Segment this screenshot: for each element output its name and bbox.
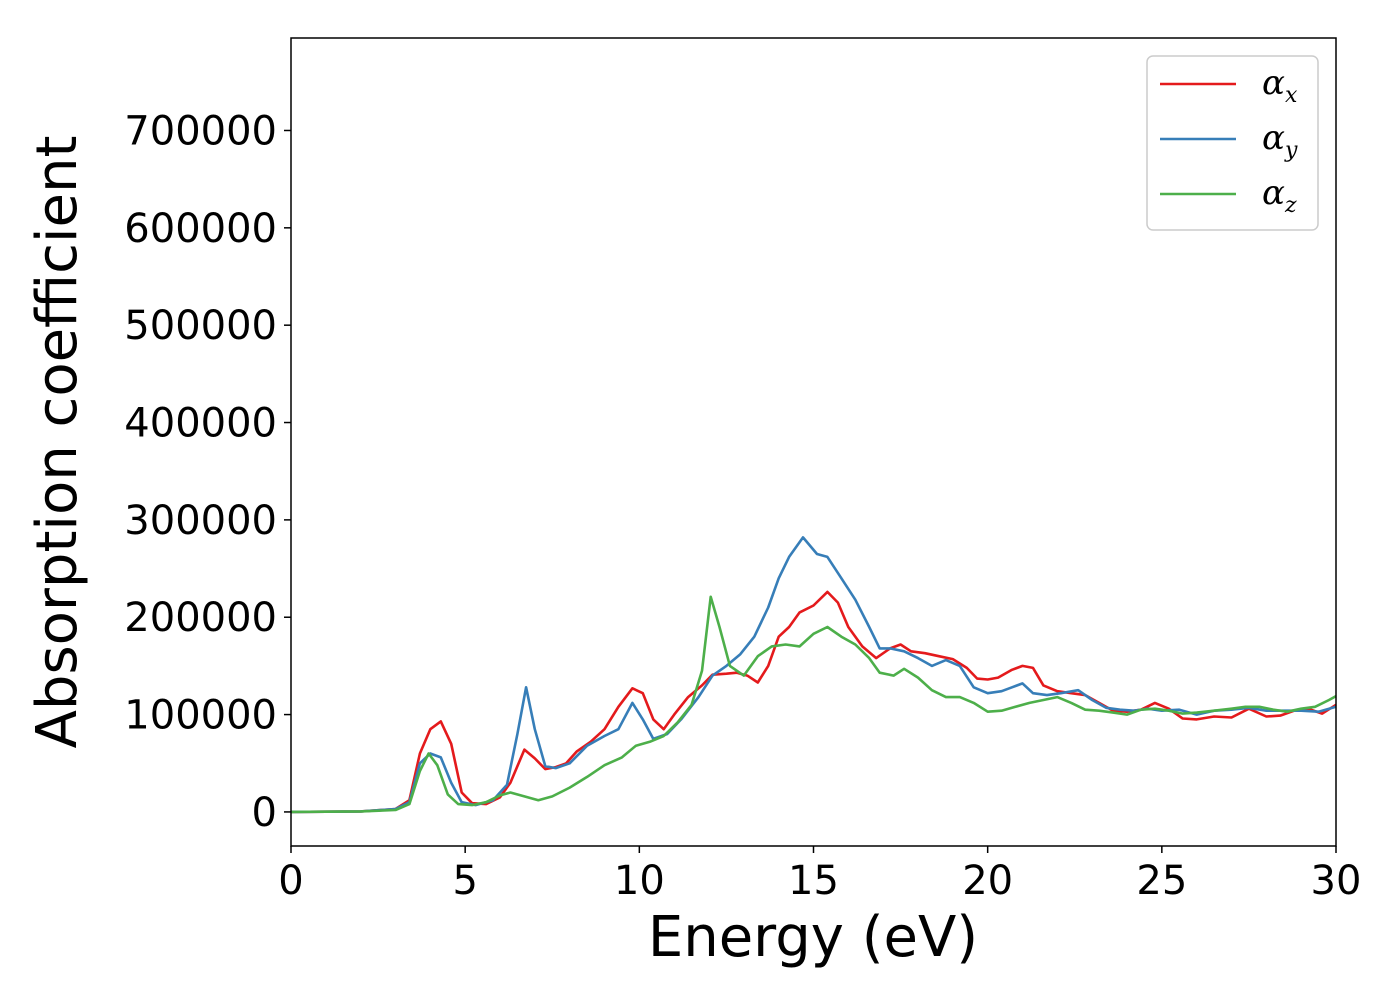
- legend-symbol: α: [1262, 63, 1285, 103]
- series-layer: [290, 536, 1337, 814]
- x-tick-label: 25: [1136, 858, 1187, 904]
- y-axis-title: Absorption coefficient: [25, 136, 90, 749]
- plot-frame: [290, 37, 1337, 847]
- tick-layer: 0 5 10 15 20 25 30 0 100000 200000 300000 400000 500…: [124, 108, 1361, 904]
- legend-box: [1146, 55, 1319, 231]
- series-line-z: [290, 595, 1337, 814]
- x-tick-label: 15: [788, 858, 839, 904]
- x-axis-title: Energy (eV): [648, 905, 978, 970]
- legend-subscript: z: [1284, 193, 1297, 218]
- legend-subscript: y: [1284, 138, 1298, 163]
- y-tick-label: 600000: [124, 206, 277, 252]
- y-tick-label: 100000: [124, 693, 277, 739]
- legend-subscript: x: [1285, 83, 1298, 108]
- legend-label-x: αx: [1262, 63, 1298, 108]
- legend-label-z: αz: [1262, 173, 1297, 218]
- x-tick-label: 20: [962, 858, 1013, 904]
- y-tick-label: 500000: [124, 303, 277, 349]
- x-tick-label: 30: [1311, 858, 1362, 904]
- x-tick-label: 0: [278, 858, 303, 904]
- legend-symbol: α: [1262, 118, 1285, 158]
- x-tick-label: 10: [614, 858, 665, 904]
- legend-symbol: α: [1262, 173, 1285, 213]
- y-tick-label: 300000: [124, 498, 277, 544]
- x-tick-label: 5: [452, 858, 477, 904]
- y-tick-label: 400000: [124, 401, 277, 447]
- y-tick-label: 700000: [124, 108, 277, 154]
- y-tick-label: 0: [252, 790, 277, 836]
- y-tick-label: 200000: [124, 595, 277, 641]
- legend-label-y: αy: [1262, 118, 1298, 163]
